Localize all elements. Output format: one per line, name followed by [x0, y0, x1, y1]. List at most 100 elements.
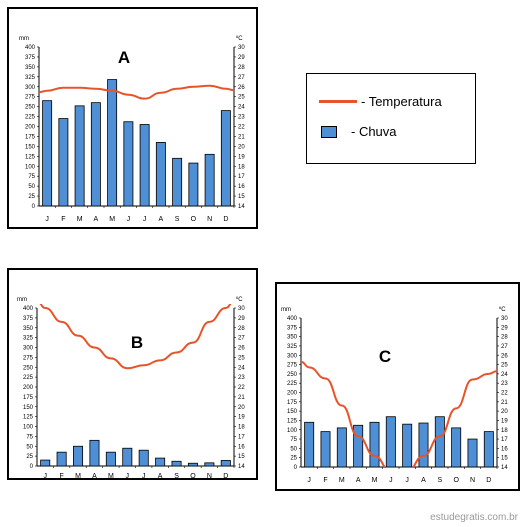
- rain-bar: [171, 460, 182, 467]
- month-label: J: [142, 473, 146, 478]
- temperature-line: [39, 84, 234, 100]
- chart-title: B: [131, 333, 143, 352]
- rain-bar: [483, 431, 494, 468]
- right-tick-label: 15: [238, 454, 245, 460]
- right-tick-label: 27: [501, 344, 508, 350]
- right-tick-label: 17: [238, 434, 245, 440]
- left-tick-label: 0: [32, 204, 36, 210]
- rain-bar: [90, 102, 101, 207]
- left-tick-label: 175: [25, 134, 36, 140]
- month-label: J: [45, 216, 49, 223]
- left-tick-label: 325: [287, 344, 298, 350]
- left-tick-label: 300: [23, 346, 34, 352]
- rain-bar: [336, 427, 347, 468]
- right-tick-label: 20: [501, 409, 508, 415]
- rain-bar-swatch: [321, 125, 337, 138]
- left-tick-label: 300: [287, 353, 298, 359]
- left-tick-label: 275: [287, 363, 298, 369]
- right-tick-label: 19: [238, 415, 245, 421]
- rain-bar: [402, 423, 413, 468]
- right-tick-label: 15: [501, 456, 508, 462]
- right-tick-label: 14: [238, 204, 245, 210]
- month-label: N: [207, 473, 212, 478]
- left-tick-label: 25: [28, 194, 35, 200]
- rain-bar: [74, 105, 85, 207]
- left-tick-label: 400: [23, 306, 34, 312]
- rain-bar: [123, 121, 134, 207]
- right-tick-label: 15: [238, 194, 245, 200]
- rain-bar: [73, 445, 84, 467]
- right-tick-label: 18: [238, 425, 245, 431]
- rain-bar: [187, 462, 198, 467]
- left-tick-label: 175: [287, 400, 298, 406]
- rain-bar: [434, 416, 445, 468]
- left-tick-label: 50: [26, 444, 33, 450]
- month-label: D: [486, 477, 491, 484]
- rain-bar: [40, 459, 51, 467]
- right-tick-label: 22: [238, 125, 245, 131]
- right-tick-label: 29: [238, 316, 245, 322]
- left-tick-label: 200: [23, 385, 34, 391]
- right-tick-label: 29: [238, 55, 245, 61]
- rain-bar: [204, 153, 215, 207]
- left-tick-label: 375: [287, 325, 298, 331]
- temperature-line: [39, 304, 232, 370]
- right-tick-label: 18: [238, 164, 245, 170]
- right-tick-label: 25: [501, 363, 508, 369]
- rain-bar: [56, 451, 67, 467]
- climate-chart-c-panel: mm ºC 400 375 350 325 300 275 250 225 200 175 150 125…: [275, 282, 520, 491]
- rain-bar: [220, 460, 231, 467]
- month-label: J: [127, 216, 131, 223]
- legend-temperature-label: - Temperatura: [361, 94, 442, 109]
- month-label: N: [207, 216, 212, 223]
- month-label: J: [389, 477, 393, 484]
- right-tick-label: 19: [501, 418, 508, 424]
- left-tick-label: 350: [25, 65, 36, 71]
- left-tick-label: 225: [287, 381, 298, 387]
- rain-bar: [369, 421, 380, 468]
- month-label: M: [75, 473, 81, 478]
- right-tick-label: 20: [238, 144, 245, 150]
- month-label: S: [437, 477, 442, 484]
- month-label: J: [307, 477, 311, 484]
- left-tick-label: 100: [25, 164, 36, 170]
- month-label: O: [453, 477, 459, 484]
- climate-chart-c: mm ºC400375350325300275250225200175150125…: [281, 306, 508, 484]
- legend-temperature: - Temperatura: [319, 94, 442, 109]
- month-label: F: [59, 473, 63, 478]
- left-unit-label: mm: [19, 36, 29, 42]
- month-label: M: [339, 477, 345, 484]
- chart-title: C: [379, 347, 391, 366]
- left-tick-label: 275: [23, 355, 34, 361]
- month-label: J: [405, 477, 409, 484]
- left-tick-label: 75: [290, 437, 297, 443]
- month-label: A: [159, 216, 164, 223]
- right-tick-label: 29: [501, 325, 508, 331]
- climate-chart-a: mm ºC400375350325300275250225200175150125…: [19, 35, 245, 223]
- rain-bar: [155, 457, 166, 467]
- rain-bar: [105, 451, 116, 467]
- left-tick-label: 275: [25, 95, 36, 101]
- left-tick-label: 150: [23, 405, 34, 411]
- left-tick-label: 125: [25, 154, 36, 160]
- right-tick-label: 25: [238, 355, 245, 361]
- left-tick-label: 0: [294, 465, 298, 471]
- right-tick-label: 14: [238, 464, 245, 470]
- chart-title: A: [118, 48, 130, 67]
- month-label: O: [191, 216, 197, 223]
- rain-bar: [138, 449, 149, 467]
- rain-bar: [353, 424, 364, 468]
- left-tick-label: 225: [23, 375, 34, 381]
- right-tick-label: 28: [501, 335, 508, 341]
- rain-bar: [220, 110, 231, 207]
- left-tick-label: 400: [25, 45, 36, 51]
- month-label: F: [61, 216, 65, 223]
- right-tick-label: 19: [238, 154, 245, 160]
- temperature-line: [301, 360, 497, 467]
- month-label: F: [323, 477, 327, 484]
- right-tick-label: 17: [501, 437, 508, 443]
- rain-bar: [188, 162, 199, 207]
- right-tick-label: 23: [238, 115, 245, 121]
- rain-bar: [107, 79, 118, 207]
- left-tick-label: 250: [25, 105, 36, 111]
